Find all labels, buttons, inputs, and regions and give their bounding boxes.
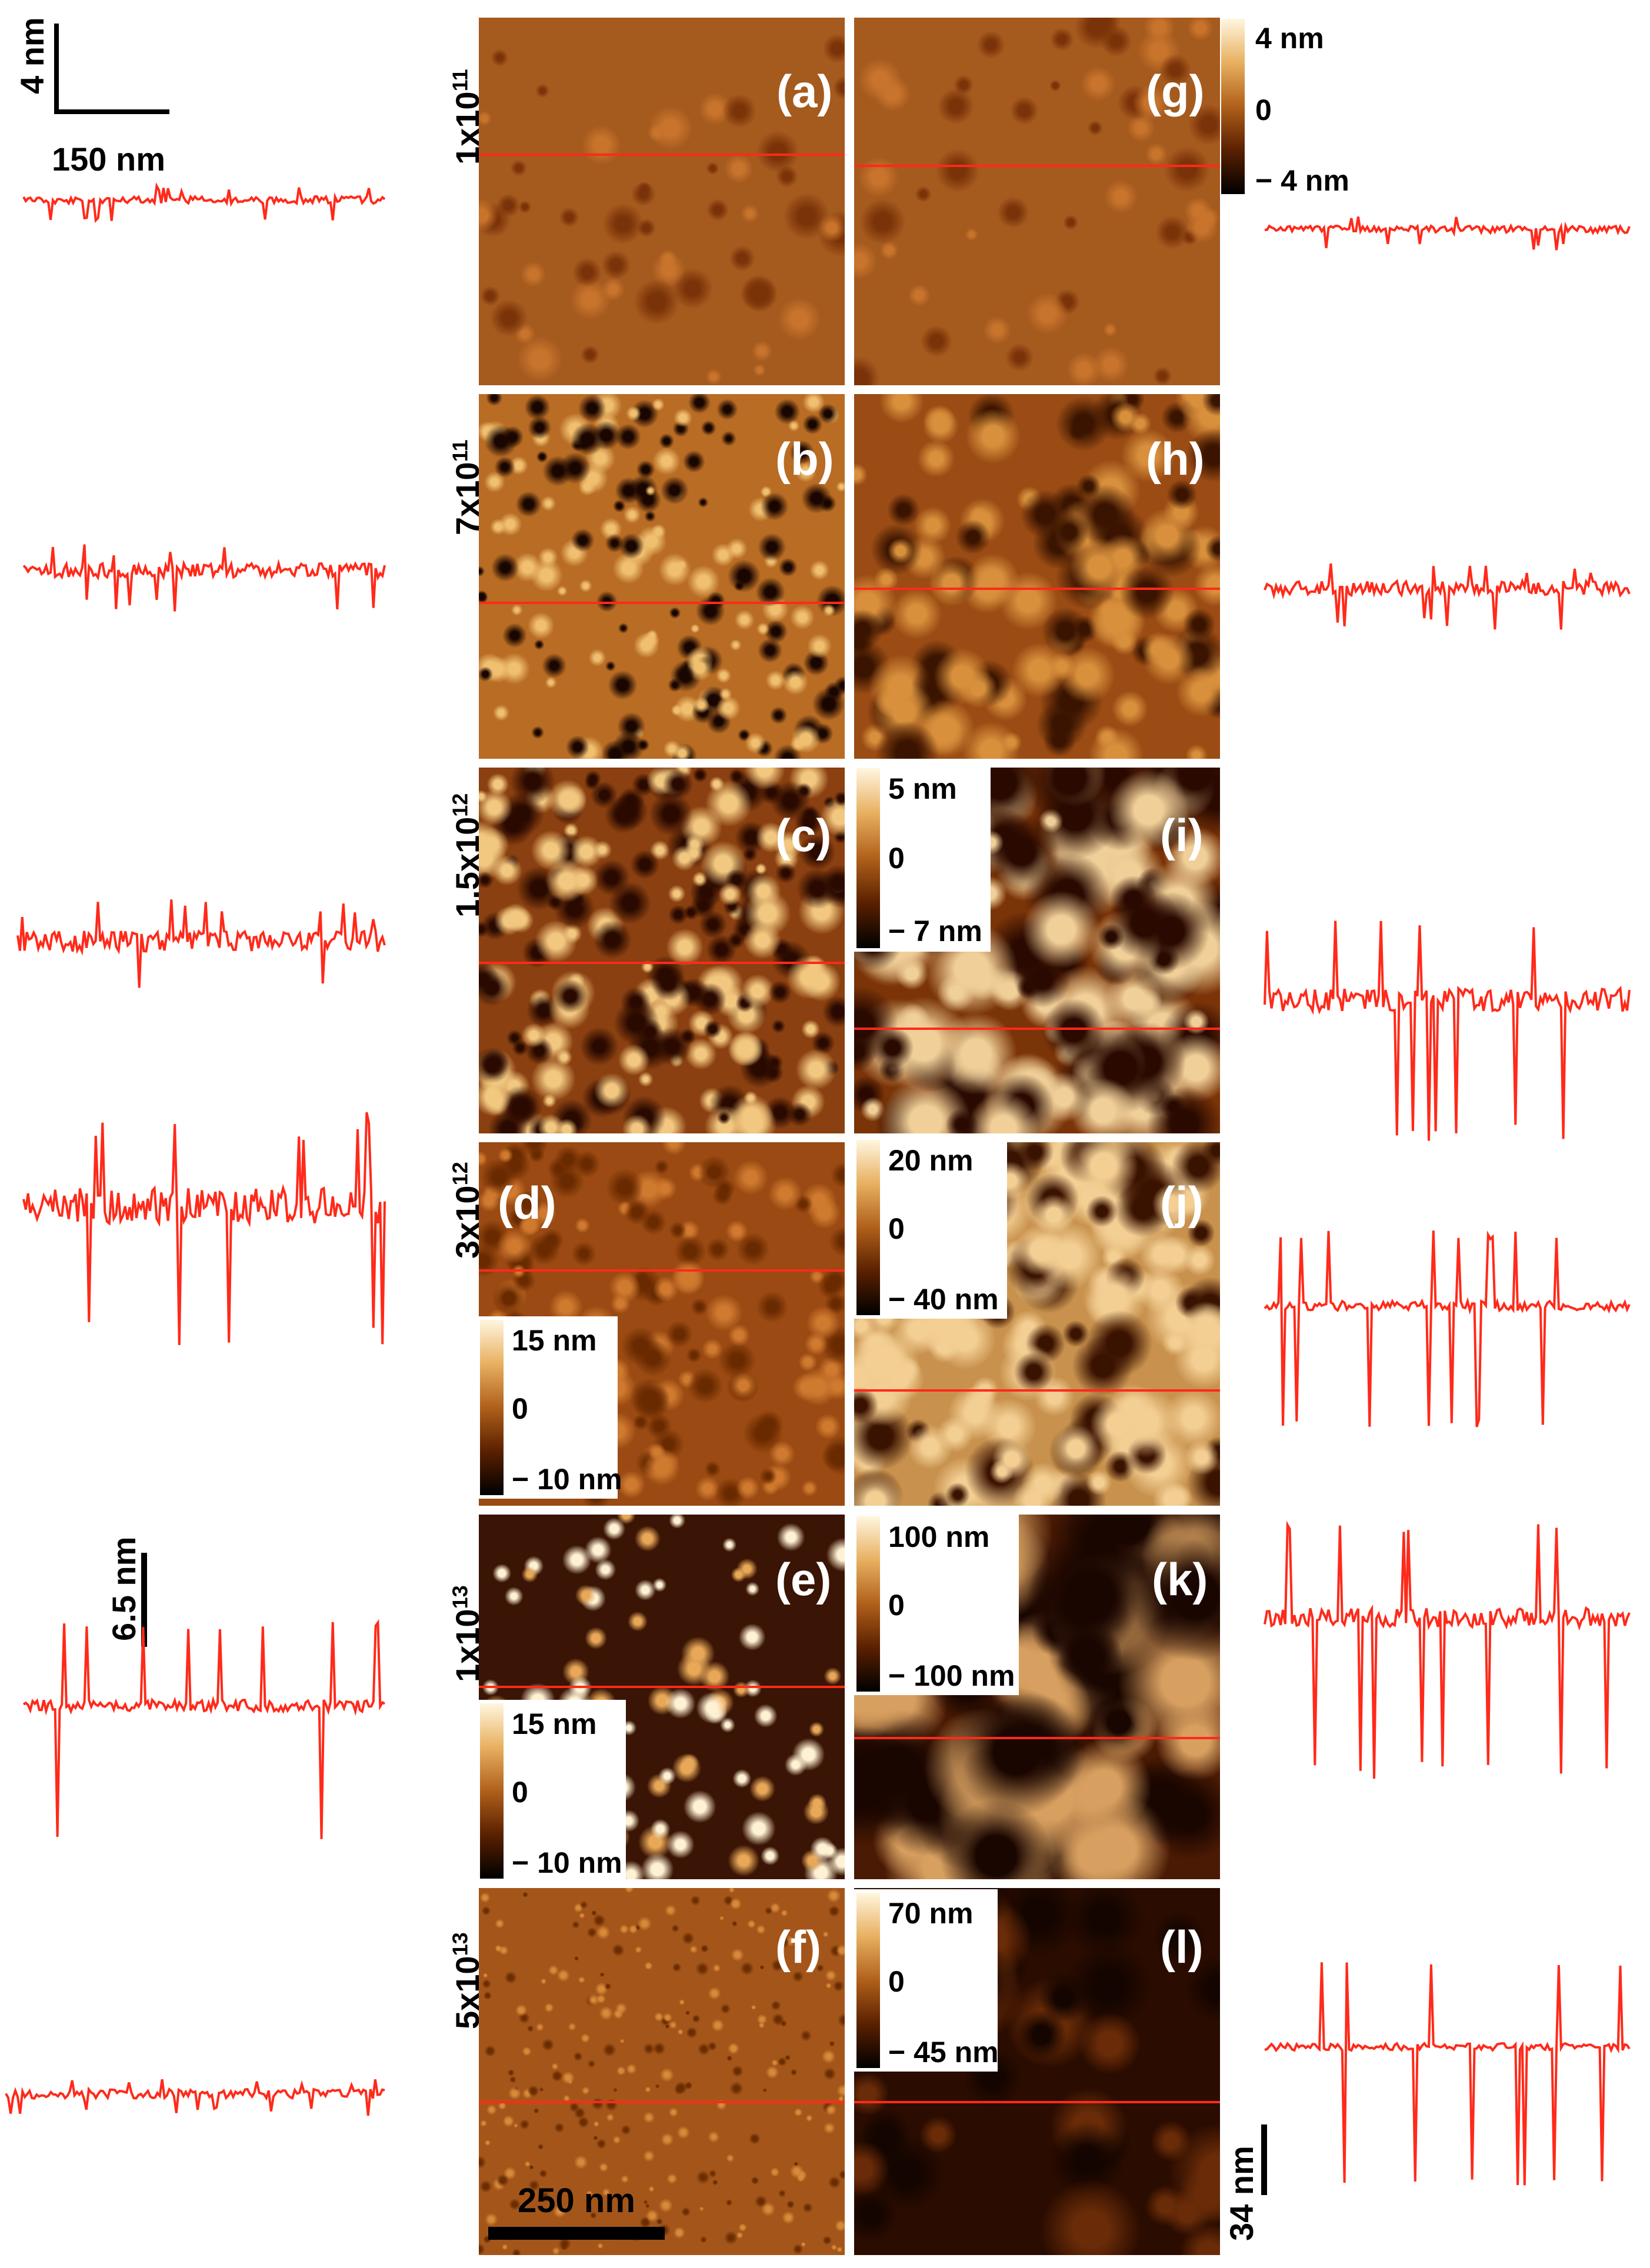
panel-label-i: (i) bbox=[1160, 809, 1204, 861]
afm-image-a bbox=[479, 18, 845, 385]
afm-image-f bbox=[479, 1888, 845, 2255]
panel-label-f: (f) bbox=[775, 1921, 821, 1973]
height-profile-right-l bbox=[1264, 1962, 1631, 2186]
colorbar-d-top: 15 nm bbox=[512, 1324, 597, 1357]
profile-scan-line-a bbox=[479, 154, 845, 156]
panel-label-g: (g) bbox=[1146, 65, 1205, 117]
afm-panel-c bbox=[479, 768, 845, 1133]
colorbar-d: 15 nm 0 − 10 nm bbox=[476, 1316, 622, 1499]
profile-scan-line-b bbox=[479, 602, 845, 604]
panel-label-h: (h) bbox=[1146, 433, 1205, 485]
image-scale-label: 250 nm bbox=[518, 2182, 635, 2220]
profile-vertical-scale-bar-mid bbox=[141, 1553, 147, 1647]
panel-label-b: (b) bbox=[775, 433, 834, 485]
colorbar-j-top: 20 nm bbox=[888, 1144, 974, 1177]
colorbar-k-top: 100 nm bbox=[888, 1520, 990, 1553]
colorbar-k: 100 nm 0 − 100 nm bbox=[853, 1513, 1019, 1695]
colorbar-d-mid: 0 bbox=[512, 1392, 528, 1425]
profile-scan-line-g bbox=[854, 165, 1220, 167]
panel-label-c: (c) bbox=[775, 809, 832, 861]
colorbar-j: 20 nm 0 − 40 nm bbox=[853, 1136, 1007, 1319]
afm-image-j bbox=[854, 1142, 1220, 1506]
colorbar-l: 70 nm 0 − 45 nm bbox=[853, 1889, 999, 2072]
height-profile-right-g bbox=[1264, 216, 1631, 251]
colorbar-d-bottom: − 10 nm bbox=[512, 1463, 622, 1496]
colorbar-g-top: 4 nm bbox=[1255, 22, 1324, 55]
colorbar-e-gradient bbox=[480, 1703, 504, 1879]
afm-panel-b bbox=[479, 394, 845, 759]
afm-panel-e bbox=[479, 1515, 845, 1879]
height-profile-left-d bbox=[22, 1112, 386, 1345]
panel-label-d: (d) bbox=[498, 1177, 556, 1229]
profile-horizontal-scale-bar bbox=[54, 109, 169, 114]
height-profile-right-k bbox=[1264, 1520, 1631, 1779]
image-scale-bar bbox=[488, 2227, 665, 2240]
profile-vertical-scale-bar bbox=[54, 24, 59, 113]
colorbar-i-gradient bbox=[856, 768, 880, 948]
colorbar-d-gradient bbox=[480, 1320, 504, 1495]
afm-panel-a bbox=[479, 18, 845, 385]
afm-panel-g bbox=[854, 18, 1220, 385]
colorbar-j-mid: 0 bbox=[888, 1212, 905, 1245]
height-profile-left-a bbox=[22, 182, 386, 223]
afm-panel-h bbox=[854, 394, 1220, 759]
colorbar-i: 5 nm 0 − 7 nm bbox=[853, 765, 991, 952]
afm-image-l bbox=[854, 1888, 1220, 2255]
height-profile-right-j bbox=[1264, 1230, 1631, 1427]
height-profile-right-h bbox=[1264, 563, 1631, 630]
profile-vertical-scale-bar-right bbox=[1261, 2124, 1267, 2195]
colorbar-e-mid: 0 bbox=[512, 1776, 528, 1809]
profile-horizontal-scale-label: 150 nm bbox=[52, 141, 165, 178]
panel-label-k: (k) bbox=[1152, 1553, 1208, 1605]
profile-scan-line-h bbox=[854, 588, 1220, 590]
profile-scan-line-l bbox=[854, 2101, 1220, 2103]
colorbar-i-top: 5 nm bbox=[888, 772, 957, 805]
colorbar-l-bottom: − 45 nm bbox=[888, 2036, 999, 2069]
afm-image-b bbox=[479, 394, 845, 759]
height-profile-right-i bbox=[1264, 920, 1631, 1141]
profile-scan-line-e bbox=[479, 1686, 845, 1688]
colorbar-l-mid: 0 bbox=[888, 1965, 905, 1998]
colorbar-j-gradient bbox=[856, 1140, 880, 1315]
panel-label-l: (l) bbox=[1160, 1921, 1204, 1973]
colorbar-g-gradient bbox=[1221, 19, 1245, 194]
height-profile-left-b bbox=[22, 544, 386, 612]
colorbar-l-gradient bbox=[856, 1893, 880, 2068]
afm-panel-l bbox=[854, 1888, 1220, 2255]
colorbar-k-mid: 0 bbox=[888, 1589, 905, 1622]
afm-image-g bbox=[854, 18, 1220, 385]
colorbar-i-bottom: − 7 nm bbox=[888, 915, 982, 948]
profile-scan-line-f bbox=[479, 2101, 845, 2103]
afm-panel-f bbox=[479, 1888, 845, 2255]
profile-scan-line-d bbox=[479, 1269, 845, 1272]
afm-image-e bbox=[479, 1515, 845, 1879]
panel-label-e: (e) bbox=[775, 1553, 832, 1605]
afm-image-h bbox=[854, 394, 1220, 759]
colorbar-e-bottom: − 10 nm bbox=[512, 1846, 622, 1879]
panel-label-j: (j) bbox=[1160, 1177, 1204, 1229]
colorbar-e: 15 nm 0 − 10 nm bbox=[476, 1700, 626, 1882]
panel-label-a: (a) bbox=[776, 65, 833, 117]
height-profile-left-e bbox=[22, 1619, 386, 1839]
profile-scan-line-c bbox=[479, 962, 845, 964]
height-profile-left-c bbox=[16, 899, 386, 988]
colorbar-j-bottom: − 40 nm bbox=[888, 1283, 999, 1316]
height-profile-left-f bbox=[5, 2079, 385, 2116]
profile-scan-line-k bbox=[854, 1737, 1220, 1739]
afm-panel-j bbox=[854, 1142, 1220, 1506]
profile-scan-line-i bbox=[854, 1028, 1220, 1030]
colorbar-i-mid: 0 bbox=[888, 842, 905, 875]
colorbar-g-bottom: − 4 nm bbox=[1255, 164, 1349, 197]
afm-image-c bbox=[479, 768, 845, 1133]
colorbar-g-mid: 0 bbox=[1255, 94, 1272, 126]
colorbar-e-top: 15 nm bbox=[512, 1707, 597, 1740]
colorbar-k-gradient bbox=[856, 1516, 880, 1692]
profile-scan-line-j bbox=[854, 1389, 1220, 1392]
colorbar-g: 4 nm 0 − 4 nm bbox=[1220, 18, 1349, 197]
colorbar-l-top: 70 nm bbox=[888, 1897, 974, 1930]
colorbar-k-bottom: − 100 nm bbox=[888, 1659, 1015, 1692]
